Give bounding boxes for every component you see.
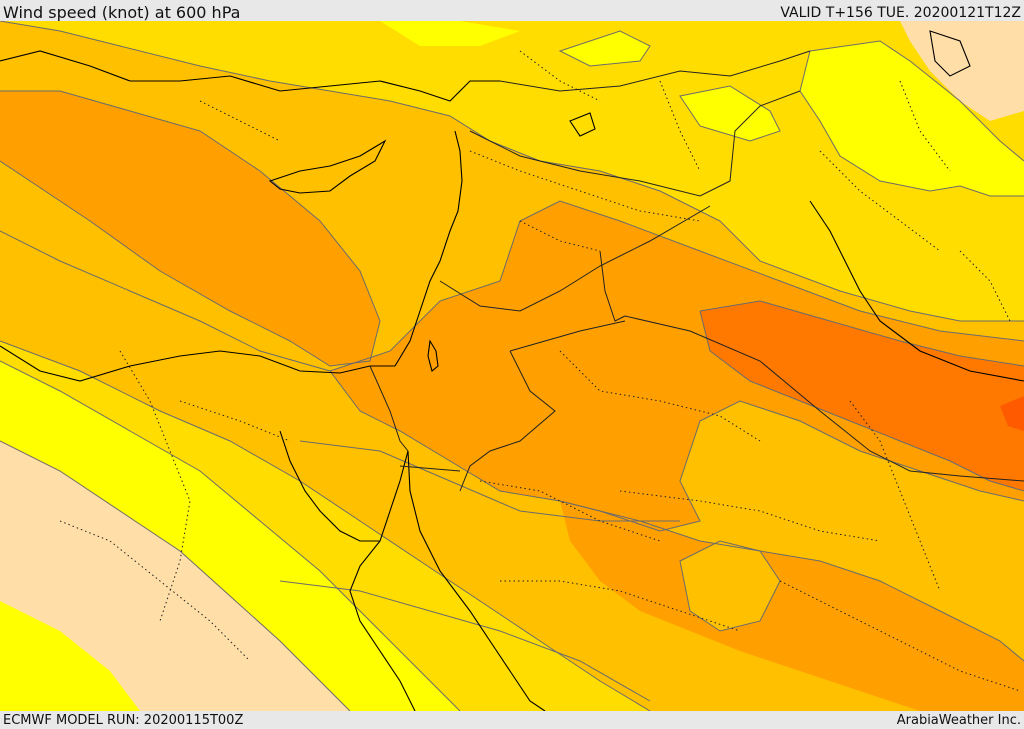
coast-cyprus — [268, 139, 387, 194]
coast-persian-gulf — [809, 200, 1024, 382]
coastlines — [0, 30, 1024, 711]
band-lightest-sw — [0, 441, 350, 711]
coast-gulf-suez — [279, 430, 409, 542]
coast-red-sea-west — [349, 540, 416, 711]
coast-levant — [394, 130, 463, 367]
wind-speed-map[interactable] — [0, 21, 1024, 711]
map-title: Wind speed (knot) at 600 hPa — [3, 3, 241, 22]
band-dark-orange-core — [700, 301, 1024, 491]
coast-turkey-south — [0, 50, 500, 102]
band-yellow-sw2 — [0, 601, 140, 711]
band-yellow-n3 — [380, 21, 520, 46]
band-red-orange-spot — [1000, 396, 1024, 431]
coast-red-sea-east — [407, 450, 546, 711]
contour-lines — [0, 21, 1024, 711]
band-yellow-ne — [800, 41, 1024, 196]
band-orange-south — [560, 501, 1024, 711]
valid-time: VALID T+156 TUE. 20200121T12Z — [780, 5, 1021, 21]
admin-boundaries — [59, 50, 1021, 692]
band-orange-nw — [0, 91, 380, 366]
coast-lake-van — [569, 112, 596, 137]
band-gold-north — [0, 21, 1024, 321]
band-orange-central — [330, 201, 1024, 531]
footer-bar: ECMWF MODEL RUN: 20200115T00Z ArabiaWeat… — [0, 711, 1024, 729]
coast-caspian — [929, 30, 971, 77]
country-borders — [369, 50, 1024, 492]
map-canvas — [0, 21, 1024, 711]
band-amber-hole — [680, 541, 780, 631]
band-yellow-n2 — [560, 31, 650, 66]
coast-egypt-north — [0, 345, 395, 382]
coast-dead-sea — [427, 339, 439, 372]
provider-label: ArabiaWeather Inc. — [896, 713, 1021, 728]
band-lightest-ne — [900, 21, 1024, 121]
header-bar: Wind speed (knot) at 600 hPa VALID T+156… — [0, 0, 1024, 22]
model-run-label: ECMWF MODEL RUN: 20200115T00Z — [3, 713, 244, 728]
